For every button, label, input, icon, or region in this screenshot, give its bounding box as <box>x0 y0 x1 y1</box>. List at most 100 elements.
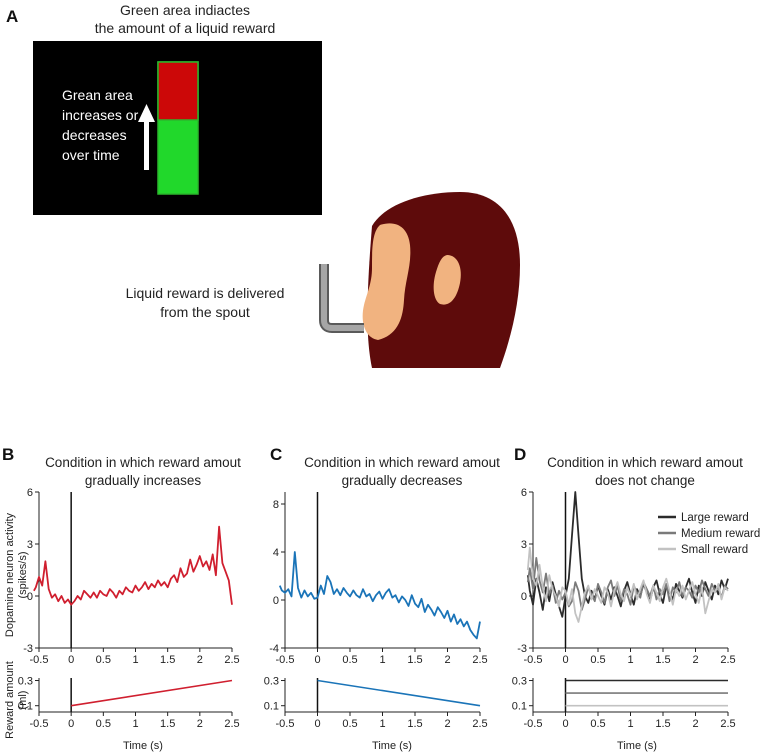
x-tick-label: -0.5 <box>524 718 543 730</box>
monkey-head-icon <box>362 192 520 368</box>
x-tick-label: 1 <box>132 654 138 666</box>
series-large-reward <box>526 491 729 618</box>
x-tick-label: 2 <box>197 718 203 730</box>
x-tick-label: 1.5 <box>655 718 670 730</box>
x-tick-label: 1.5 <box>655 654 670 666</box>
x-tick-label: 1.5 <box>160 654 175 666</box>
screen-label-line-2: increases or <box>62 107 139 123</box>
chart-b-ylabel-line-1: Dopamine neuron activity <box>4 512 16 637</box>
y-tick-label: 6 <box>27 487 33 499</box>
chart-b-bottom: -0.5 0 0.5 1 1.5 2 2.5 0.1 0.3 <box>18 676 240 730</box>
x-tick-label: 0 <box>314 654 320 666</box>
chart-b-title-line-1: Condition in which reward amout <box>45 455 241 470</box>
plots-layer: -0.5 0 0.5 1 1.5 2 2.5 -3 0 3 6 -0.5 0 0.5 1 1.5 2 2.5 0.1… <box>18 487 736 730</box>
y-tick-label: 4 <box>273 547 279 559</box>
panel-a-title-line-2: the amount of a liquid reward <box>95 20 276 36</box>
chart-c-xlabel: Time (s) <box>372 740 412 752</box>
y-tick-label: 0.1 <box>18 701 33 713</box>
y-tick-label: -4 <box>269 643 279 655</box>
spout-label-line-2: from the spout <box>160 304 250 320</box>
series-small-reward <box>526 546 729 623</box>
y-tick-label: 0.3 <box>18 676 33 688</box>
x-tick-label: 1 <box>379 718 385 730</box>
panel-letter-d: D <box>514 445 526 464</box>
screen-label-line-4: over time <box>62 147 120 163</box>
x-tick-label: 0.5 <box>96 718 111 730</box>
y-tick-label: 0 <box>521 591 527 603</box>
x-tick-label: 1 <box>132 718 138 730</box>
chart-b-ylabel-line-2: (spikes/s) <box>17 551 29 598</box>
screen-label-line-1: Grean area <box>62 87 133 103</box>
panel-letter-a: A <box>6 7 18 26</box>
chart-b-title-line-2: gradually increases <box>85 473 202 488</box>
up-arrow-icon <box>138 104 155 170</box>
x-tick-label: 1 <box>627 654 633 666</box>
panel-a-title-line-1: Green area indiactes <box>120 2 250 18</box>
x-tick-label: 2.5 <box>224 718 239 730</box>
reward-gauge-red <box>157 61 199 121</box>
series-line <box>71 679 233 707</box>
chart-b-xlabel: Time (s) <box>123 740 163 752</box>
x-tick-label: 2.5 <box>720 654 735 666</box>
chart-c-bottom: -0.5 0 0.5 1 1.5 2 2.5 0.1 0.3 <box>264 676 488 730</box>
x-tick-label: 0 <box>314 718 320 730</box>
y-tick-label: 6 <box>521 487 527 499</box>
x-tick-label: 2.5 <box>224 654 239 666</box>
x-tick-label: 2 <box>444 718 450 730</box>
x-tick-label: 1.5 <box>407 654 422 666</box>
y-tick-label: 0.3 <box>512 676 527 688</box>
x-tick-label: 0.5 <box>96 654 111 666</box>
y-tick-label: 0 <box>273 595 279 607</box>
spout-icon <box>319 264 364 333</box>
spout-label-line-1: Liquid reward is delivered <box>126 285 285 301</box>
x-tick-label: 1.5 <box>407 718 422 730</box>
chart-d-title-line-2: does not change <box>595 473 695 488</box>
chart-d-top: -0.5 0 0.5 1 1.5 2 2.5 -3 0 3 6 <box>517 487 735 666</box>
y-tick-label: -3 <box>23 643 33 655</box>
x-tick-label: 1.5 <box>160 718 175 730</box>
chart-b-top: -0.5 0 0.5 1 1.5 2 2.5 -3 0 3 6 <box>23 487 239 666</box>
x-tick-label: 1 <box>627 718 633 730</box>
x-tick-label: -0.5 <box>30 654 49 666</box>
x-tick-label: 0.5 <box>590 654 605 666</box>
legend-label-small: Small reward <box>681 544 748 556</box>
series-line <box>317 679 481 707</box>
x-tick-label: -0.5 <box>276 718 295 730</box>
chart-b-bottom-ylabel-line-2: (ml) <box>17 691 29 710</box>
chart-c-top: -0.5 0 0.5 1 1.5 2 2.5 -4 0 4 8 <box>269 492 488 666</box>
x-tick-label: 0.5 <box>590 718 605 730</box>
x-tick-label: 0 <box>562 718 568 730</box>
x-tick-label: 2 <box>692 654 698 666</box>
panel-letter-b: B <box>2 445 14 464</box>
chart-c-title-line-1: Condition in which reward amout <box>304 455 500 470</box>
x-tick-label: 0 <box>562 654 568 666</box>
x-tick-label: -0.5 <box>30 718 49 730</box>
y-tick-label: 0.1 <box>512 701 527 713</box>
chart-d-title-line-1: Condition in which reward amout <box>547 455 743 470</box>
y-tick-label: 0.1 <box>264 701 279 713</box>
legend-label-medium: Medium reward <box>681 528 760 540</box>
x-tick-label: 0.5 <box>342 718 357 730</box>
y-tick-label: 0.3 <box>264 676 279 688</box>
panel-letter-c: C <box>270 445 282 464</box>
x-tick-label: 2.5 <box>720 718 735 730</box>
y-tick-label: 3 <box>521 539 527 551</box>
y-tick-label: 8 <box>273 499 279 511</box>
x-tick-label: -0.5 <box>524 654 543 666</box>
chart-d-bottom: -0.5 0 0.5 1 1.5 2 2.5 0.1 0.3 <box>512 676 736 730</box>
chart-d-legend: Large reward Medium reward Small reward <box>658 512 760 556</box>
y-tick-label: 3 <box>27 539 33 551</box>
screen-label-line-3: decreases <box>62 127 127 143</box>
x-tick-label: 2.5 <box>472 654 487 666</box>
x-tick-label: 2.5 <box>472 718 487 730</box>
x-tick-label: 2 <box>197 654 203 666</box>
series-line <box>278 551 481 640</box>
x-tick-label: 0 <box>68 718 74 730</box>
x-tick-label: 1 <box>379 654 385 666</box>
x-tick-label: -0.5 <box>276 654 295 666</box>
chart-d-xlabel: Time (s) <box>617 740 657 752</box>
chart-c-title-line-2: gradually decreases <box>342 473 463 488</box>
x-tick-label: 0.5 <box>342 654 357 666</box>
series-line <box>33 525 233 606</box>
